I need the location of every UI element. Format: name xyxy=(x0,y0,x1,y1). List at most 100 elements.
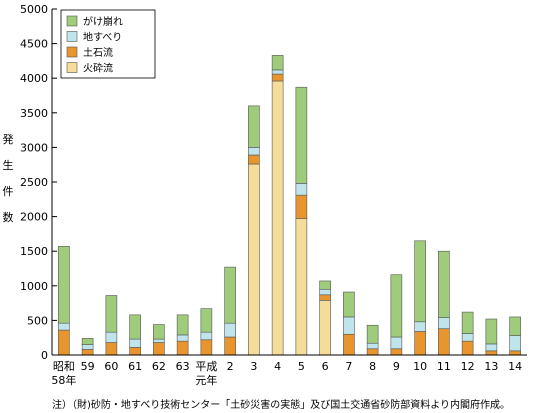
bar-segment xyxy=(129,314,141,340)
bar-segment xyxy=(509,316,521,336)
bar-segment xyxy=(343,333,355,356)
x-tick-label: 8 xyxy=(369,360,376,373)
bar-segment xyxy=(485,318,498,345)
bar-segment xyxy=(58,322,70,331)
x-tick-label: 元年 xyxy=(195,373,217,387)
bar-segment xyxy=(295,218,308,356)
y-tick-label: 2000 xyxy=(20,211,48,224)
bar-segment xyxy=(176,340,189,356)
x-tick-label: 11 xyxy=(437,360,451,373)
x-tick-label: 14 xyxy=(508,360,522,373)
bar-segment xyxy=(248,154,260,165)
bar-segment xyxy=(366,324,379,344)
bar-segment xyxy=(366,342,379,350)
bar-segment xyxy=(438,250,450,318)
bar-segment xyxy=(295,86,308,184)
x-tick-label: 5 xyxy=(298,360,305,373)
y-tick-label: 4000 xyxy=(20,72,48,85)
x-tick-label: 10 xyxy=(413,360,427,373)
y-tick-label: 1500 xyxy=(20,245,48,258)
bar-segment xyxy=(271,69,284,75)
legend-label: 地すべり xyxy=(83,31,122,44)
x-tick-label: 6 xyxy=(322,360,329,373)
bar-segment xyxy=(200,331,213,341)
bar-segment xyxy=(271,73,284,82)
x-tick-label: 62 xyxy=(152,360,166,373)
bar-segment xyxy=(224,266,236,324)
x-tick-label: 2 xyxy=(227,360,234,373)
y-tick-label: 0 xyxy=(41,349,48,362)
bar-segment xyxy=(509,350,521,356)
bar-segment xyxy=(390,274,403,338)
bar-segment xyxy=(414,331,426,356)
bar-segment xyxy=(81,338,94,345)
bar-segment xyxy=(224,336,236,356)
bar-segment xyxy=(343,291,355,318)
x-tick-label: 9 xyxy=(393,360,400,373)
bar-segment xyxy=(248,163,260,356)
bar-segment xyxy=(271,80,284,356)
bar-segment xyxy=(343,316,355,335)
y-axis: 0 500 1000 1500 2000 2500 3000 3500 4000 4500 5000 xyxy=(20,3,57,362)
legend-swatch xyxy=(66,62,78,73)
y-tick-label: 4500 xyxy=(20,38,48,51)
x-tick-label: 昭和 xyxy=(53,360,75,373)
bar-segment xyxy=(105,295,118,333)
bar-segment xyxy=(319,294,331,301)
bar-segment xyxy=(105,342,118,356)
y-tick-label: 1000 xyxy=(20,280,48,293)
legend-swatch xyxy=(66,46,78,58)
x-tick-label: 63 xyxy=(176,360,190,373)
bar-segment xyxy=(81,349,94,356)
bar-segment xyxy=(129,338,141,348)
bar-segment xyxy=(366,348,379,356)
bars xyxy=(58,55,521,356)
y-tick-label: 3000 xyxy=(20,141,48,154)
bar-segment xyxy=(224,322,236,338)
legend-label: がけ崩れ xyxy=(83,15,123,28)
bar-segment xyxy=(176,334,189,342)
bar-segment xyxy=(485,343,498,352)
x-tick-label: 4 xyxy=(274,360,281,373)
x-tick-label: 12 xyxy=(461,360,475,373)
footnote: 注）（財)砂防・地すべり技術センター「土砂災害の実態」及び国土交通省砂防部資料よ… xyxy=(52,400,511,411)
y-tick-label: 500 xyxy=(27,314,48,327)
bar-segment xyxy=(461,311,474,334)
legend-label: 土石流 xyxy=(83,46,113,59)
x-tick-label: 58年 xyxy=(51,373,76,387)
bar-segment xyxy=(105,331,118,343)
bar-segment xyxy=(58,246,70,324)
bar-segment xyxy=(58,329,70,356)
bar-segment xyxy=(319,288,331,296)
bar-segment xyxy=(319,300,331,356)
bar-segment xyxy=(153,338,165,343)
bar-segment xyxy=(248,147,260,156)
bar-segment xyxy=(438,317,450,330)
x-tick-label: 13 xyxy=(484,360,498,373)
bar-segment xyxy=(414,240,426,323)
y-axis-title-char: 件 xyxy=(3,185,14,198)
x-tick-label: 61 xyxy=(128,360,142,373)
bar-segment xyxy=(390,348,403,356)
bar-segment xyxy=(438,328,450,356)
y-tick-label: 5000 xyxy=(20,3,48,16)
y-axis-title-char: 数 xyxy=(3,211,14,224)
bar-segment xyxy=(153,342,165,356)
bar-segment xyxy=(153,324,165,340)
legend-label: 火砕流 xyxy=(83,62,113,75)
bar-segment xyxy=(200,308,213,333)
x-tick-label: 3 xyxy=(250,360,257,373)
bar-segment xyxy=(295,194,308,219)
bar-segment xyxy=(390,336,403,350)
y-tick-label: 3500 xyxy=(20,107,48,120)
bar-segment xyxy=(271,55,284,71)
bar-segment xyxy=(509,335,521,352)
legend-swatch xyxy=(66,15,78,27)
bar-segment xyxy=(81,344,94,350)
y-axis-title-char: 生 xyxy=(3,158,14,172)
bar-segment xyxy=(485,350,498,356)
y-tick-label: 2500 xyxy=(20,176,48,189)
bar-segment xyxy=(414,321,426,332)
